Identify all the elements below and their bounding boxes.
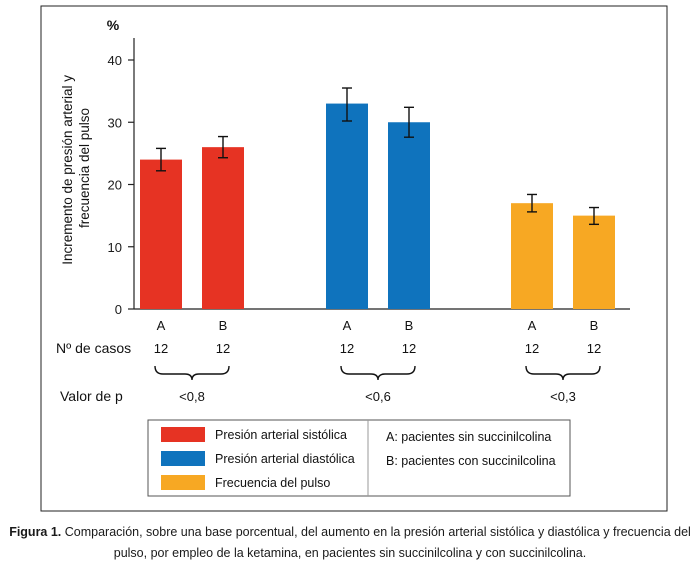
figure-frame [40, 5, 668, 512]
legend-series-label: Presión arterial sistólica [215, 428, 347, 442]
legend-swatch [161, 451, 205, 466]
bar [326, 103, 368, 309]
group-info-layer: A 12 B 12 <0,8 A 12 B 12 <0,6 A 12 B 12 <0,3 [154, 318, 601, 404]
bar [573, 215, 615, 309]
figure-caption: Figura 1. Comparación, sobre una base po… [0, 522, 700, 564]
row-label-cases: Nº de casos [56, 340, 131, 356]
caption-label: Figura 1. [9, 525, 62, 539]
bar-category-label: B [405, 318, 414, 333]
bar-category-label: A [343, 318, 352, 333]
legend-swatch [161, 475, 205, 490]
bar [140, 159, 182, 309]
case-count: 12 [154, 341, 168, 356]
y-tick-label: 40 [108, 53, 122, 68]
legend-note-a: A: pacientes sin succinilcolina [386, 430, 551, 444]
group-brace [525, 365, 601, 381]
legend-series-label: Presión arterial diastólica [215, 452, 355, 466]
y-tick-label: 10 [108, 240, 122, 255]
group-brace [340, 365, 416, 381]
legend-note-b: B: pacientes con succinilcolina [386, 454, 556, 468]
y-unit-label: % [107, 17, 120, 33]
case-count: 12 [340, 341, 354, 356]
legend-series: Presión arterial sistólica Presión arteri… [161, 427, 355, 490]
y-axis-title-line1: Incremento de presión arterial y [60, 75, 75, 265]
bar [511, 203, 553, 309]
case-count: 12 [402, 341, 416, 356]
y-axis-title-line2: frecuencia del pulso [77, 108, 92, 228]
legend: Presión arterial sistólica Presión arteri… [147, 419, 571, 497]
legend-swatch [161, 427, 205, 442]
group-brace [154, 365, 230, 381]
row-label-p: Valor de p [60, 388, 123, 404]
p-value: <0,3 [550, 389, 576, 404]
bar-category-label: B [590, 318, 599, 333]
bar-category-label: A [157, 318, 166, 333]
bar [202, 147, 244, 309]
caption-text: Comparación, sobre una base porcentual, … [61, 525, 691, 560]
case-count: 12 [216, 341, 230, 356]
y-ticks: 0 10 20 30 40 [108, 53, 134, 317]
case-count: 12 [525, 341, 539, 356]
y-tick-label: 0 [115, 302, 122, 317]
p-value: <0,8 [179, 389, 205, 404]
bars-layer [140, 87, 615, 309]
bar [388, 122, 430, 309]
legend-frame [147, 419, 571, 497]
y-axis-title: Incremento de presión arterial y frecuen… [60, 71, 92, 265]
legend-series-label: Frecuencia del pulso [215, 476, 330, 490]
p-value: <0,6 [365, 389, 391, 404]
bar-category-label: A [528, 318, 537, 333]
bar-category-label: B [219, 318, 228, 333]
y-tick-label: 20 [108, 178, 122, 193]
case-count: 12 [587, 341, 601, 356]
y-tick-label: 30 [108, 115, 122, 130]
